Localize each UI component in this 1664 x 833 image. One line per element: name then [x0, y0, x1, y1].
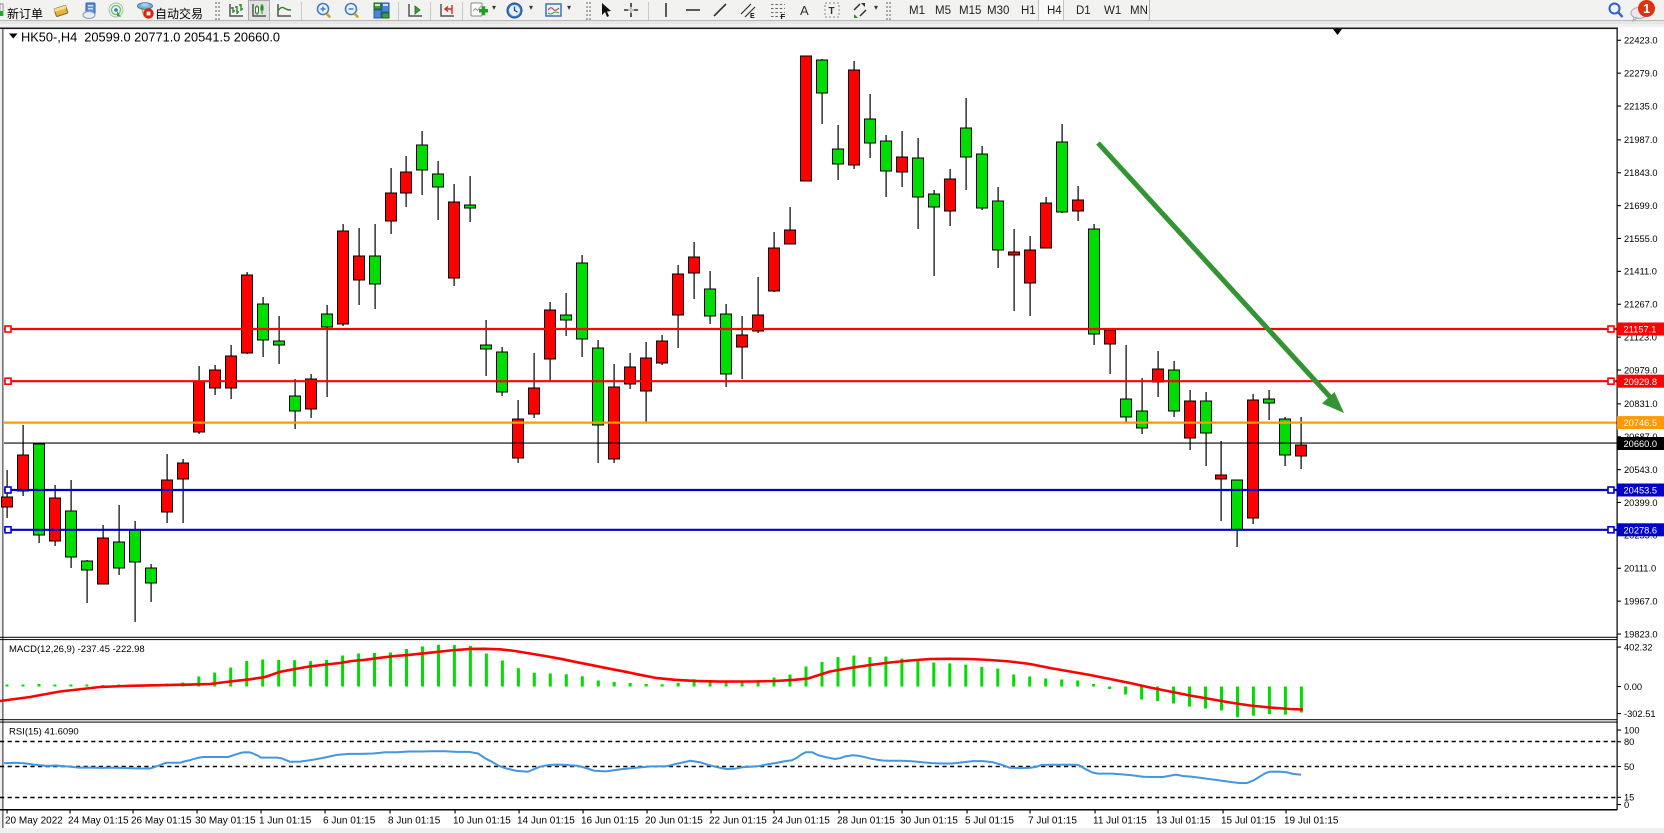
svg-text:MACD(12,26,9) -237.45 -222.98: MACD(12,26,9) -237.45 -222.98	[9, 644, 145, 655]
svg-text:80: 80	[1624, 737, 1634, 747]
svg-text:11 Jul 01:15: 11 Jul 01:15	[1093, 816, 1147, 827]
svg-text:20399.0: 20399.0	[1624, 498, 1658, 508]
svg-text:21123.0: 21123.0	[1624, 333, 1657, 343]
svg-text:21157.1: 21157.1	[1624, 325, 1657, 335]
svg-text:15 Jul 01:15: 15 Jul 01:15	[1221, 816, 1276, 827]
svg-text:19823.0: 19823.0	[1624, 629, 1658, 639]
svg-text:19 Jul 01:15: 19 Jul 01:15	[1284, 816, 1339, 827]
svg-text:24 Jun 01:15: 24 Jun 01:15	[772, 816, 830, 827]
svg-text:F: F	[781, 12, 786, 20]
svg-text:T: T	[829, 6, 835, 17]
svg-text:20 May 2022: 20 May 2022	[5, 816, 63, 827]
svg-text:22423.0: 22423.0	[1624, 36, 1658, 46]
svg-text:20543.0: 20543.0	[1624, 465, 1658, 475]
svg-text:28 Jun 01:15: 28 Jun 01:15	[837, 816, 895, 827]
svg-text:20929.8: 20929.8	[1624, 377, 1658, 387]
svg-text:5 Jul 01:15: 5 Jul 01:15	[965, 816, 1014, 827]
svg-text:20 Jun 01:15: 20 Jun 01:15	[645, 816, 703, 827]
svg-text:20660.0: 20660.0	[1624, 439, 1658, 449]
svg-text:13 Jul 01:15: 13 Jul 01:15	[1156, 816, 1211, 827]
svg-text:402.32: 402.32	[1624, 642, 1652, 652]
svg-text:21843.0: 21843.0	[1624, 168, 1658, 178]
svg-text:30 May 01:15: 30 May 01:15	[195, 816, 256, 827]
svg-text:20278.6: 20278.6	[1624, 525, 1658, 535]
svg-text:26 May 01:15: 26 May 01:15	[131, 816, 192, 827]
svg-text:E: E	[750, 13, 755, 20]
svg-text:100: 100	[1624, 725, 1640, 735]
svg-text:21267.0: 21267.0	[1624, 300, 1658, 310]
svg-text:20831.0: 20831.0	[1624, 399, 1658, 409]
svg-text:14 Jun 01:15: 14 Jun 01:15	[517, 816, 575, 827]
svg-text:6 Jun 01:15: 6 Jun 01:15	[323, 816, 376, 827]
svg-text:19967.0: 19967.0	[1624, 597, 1658, 607]
svg-text:10 Jun 01:15: 10 Jun 01:15	[453, 816, 511, 827]
svg-text:0.00: 0.00	[1624, 682, 1642, 692]
svg-text:50: 50	[1624, 762, 1634, 772]
svg-text:7 Jul 01:15: 7 Jul 01:15	[1028, 816, 1077, 827]
svg-text:-302.51: -302.51	[1624, 709, 1656, 719]
svg-text:20453.5: 20453.5	[1624, 486, 1658, 496]
svg-text:16 Jun 01:15: 16 Jun 01:15	[581, 816, 639, 827]
svg-text:20979.0: 20979.0	[1624, 365, 1658, 375]
svg-text:30 Jun 01:15: 30 Jun 01:15	[900, 816, 958, 827]
svg-text:1 Jun 01:15: 1 Jun 01:15	[259, 816, 312, 827]
svg-text:0: 0	[1624, 800, 1629, 810]
svg-text:21987.0: 21987.0	[1624, 135, 1658, 145]
svg-text:21411.0: 21411.0	[1624, 267, 1657, 277]
svg-text:15: 15	[1624, 793, 1634, 803]
svg-text:22135.0: 22135.0	[1624, 101, 1658, 111]
svg-text:8 Jun 01:15: 8 Jun 01:15	[388, 816, 441, 827]
svg-text:20746.5: 20746.5	[1624, 418, 1658, 428]
svg-text:HK50-,H4 20599.0 20771.0 2054: HK50-,H4 20599.0 20771.0 20541.5 20660.0	[21, 30, 280, 45]
svg-text:22 Jun 01:15: 22 Jun 01:15	[709, 816, 767, 827]
svg-text:24 May 01:15: 24 May 01:15	[68, 816, 129, 827]
svg-text:21555.0: 21555.0	[1624, 234, 1658, 244]
svg-text:21699.0: 21699.0	[1624, 201, 1658, 211]
svg-text:20111.0: 20111.0	[1624, 564, 1656, 574]
svg-text:22279.0: 22279.0	[1624, 69, 1658, 79]
svg-text:RSI(15) 41.6090: RSI(15) 41.6090	[9, 727, 79, 738]
